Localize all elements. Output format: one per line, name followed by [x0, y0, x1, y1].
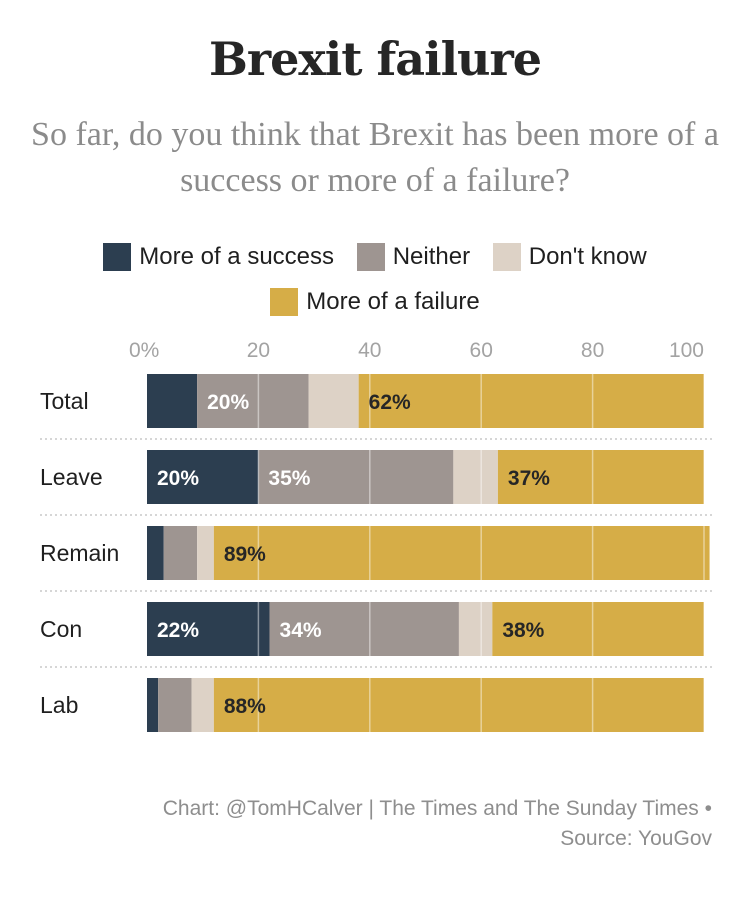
row-label-lab: Lab	[40, 692, 78, 718]
legend-item-dont-know: Don't know	[492, 238, 647, 276]
x-tick-label: 60	[470, 339, 493, 362]
bar-segment	[213, 678, 704, 732]
stacked-bar-chart: 0% 20 40 60 80 100 Total 20% 62% Leave 20% 35% 37% Re…	[40, 339, 712, 732]
data-label: 22%	[157, 619, 199, 642]
legend-item-failure: More of a failure	[270, 283, 480, 321]
x-tick-label: 20	[247, 339, 270, 362]
bar-segment	[147, 678, 159, 732]
bar-segment	[458, 602, 493, 656]
bar-segment	[197, 526, 214, 580]
data-label: 20%	[157, 467, 199, 490]
chart-title: Brexit failure	[208, 32, 542, 86]
data-label: 62%	[369, 391, 411, 414]
data-label: 37%	[508, 467, 550, 490]
bar-segment	[497, 450, 704, 504]
source-line-1: Chart: @TomHCalver | The Times and The S…	[162, 797, 712, 820]
legend-swatch-dont-know	[492, 243, 521, 271]
bar-segment	[147, 602, 270, 656]
row-label-remain: Remain	[40, 540, 119, 566]
bar-segment	[158, 678, 192, 732]
legend-swatch-failure	[270, 288, 299, 316]
legend-item-neither: Neither	[356, 238, 471, 276]
bar-segment	[197, 374, 309, 428]
bar-segment	[213, 526, 710, 580]
legend-label: Don't know	[528, 243, 647, 270]
bar-segment	[358, 374, 704, 428]
data-label: 89%	[224, 543, 266, 566]
x-tick-label: 40	[358, 339, 381, 362]
row-label-con: Con	[40, 616, 82, 642]
data-label: 20%	[207, 391, 249, 414]
data-label: 35%	[268, 467, 310, 490]
legend-label: Neither	[392, 243, 471, 270]
legend: More of a success Neither Don't know Mor…	[60, 238, 690, 328]
row-label-leave: Leave	[40, 464, 103, 490]
legend-label: More of a success	[139, 243, 335, 270]
legend-swatch-neither	[356, 243, 385, 271]
bar-segment	[191, 678, 214, 732]
bar-segment	[258, 450, 454, 504]
bar-segment	[163, 526, 198, 580]
chart-subtitle: So far, do you think that Brexit has bee…	[31, 116, 719, 199]
data-label: 88%	[224, 695, 266, 718]
bar-segment	[147, 374, 198, 428]
data-label: 38%	[502, 619, 544, 642]
legend-swatch-success	[103, 243, 132, 271]
bar-segment	[492, 602, 704, 656]
row-label-total: Total	[40, 388, 89, 414]
x-tick-label: 80	[581, 339, 604, 362]
data-label: 34%	[280, 619, 322, 642]
legend-item-success: More of a success	[103, 238, 334, 276]
bar-segment	[147, 526, 164, 580]
legend-label: More of a failure	[306, 288, 480, 315]
source-note: Chart: @TomHCalver | The Times and The S…	[32, 794, 712, 854]
bar-segment	[453, 450, 498, 504]
x-tick-label: 100	[669, 339, 704, 362]
bar-segment	[269, 602, 459, 656]
bar-segment	[147, 450, 259, 504]
x-tick-label: 0%	[129, 339, 159, 362]
bar-segment	[308, 374, 359, 428]
source-line-2: Source: YouGov	[560, 827, 712, 850]
